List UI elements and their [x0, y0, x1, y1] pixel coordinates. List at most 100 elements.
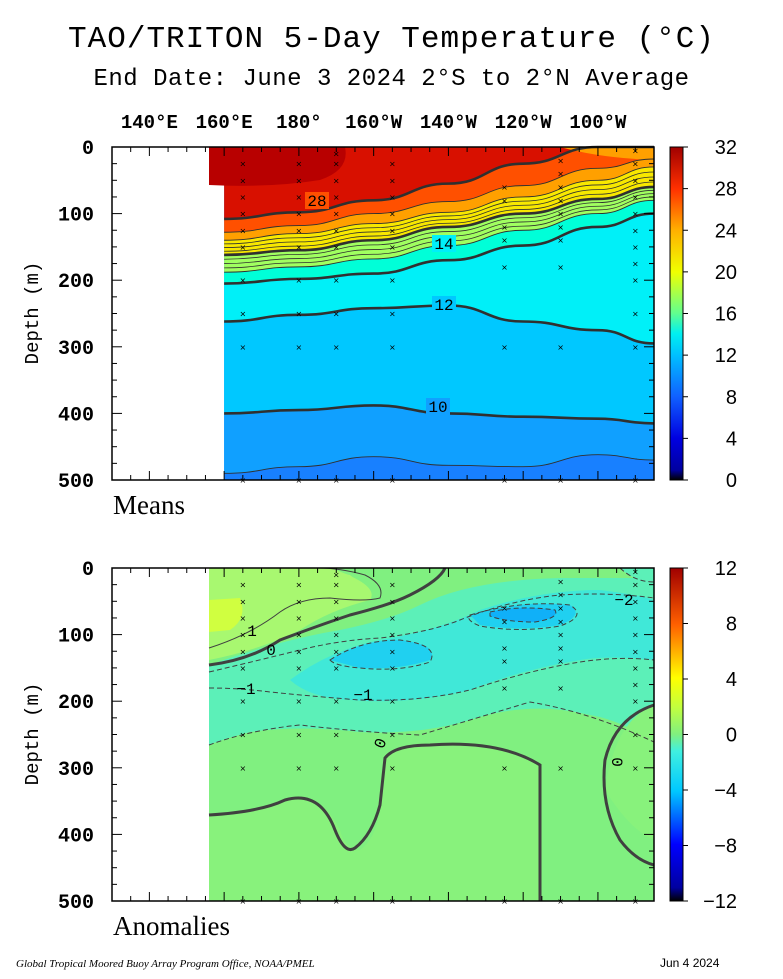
instrument-mark: ×: [501, 657, 508, 666]
colorbar-label: 0: [726, 470, 737, 492]
colorbar-label: 8: [726, 387, 737, 409]
instrument-mark: ×: [632, 160, 639, 169]
anomaly-negative-peak: [490, 607, 556, 622]
colorbar-label: 32: [715, 137, 737, 159]
instrument-mark: ×: [389, 764, 396, 773]
instrument-mark: ×: [239, 276, 246, 285]
instrument-mark: ×: [333, 664, 340, 673]
instrument-mark: ×: [632, 647, 639, 656]
instrument-mark: ×: [501, 223, 508, 232]
instrument-mark: ×: [632, 193, 639, 202]
contour-label: 28: [307, 193, 326, 211]
y-tick-label: 300: [58, 338, 94, 361]
isotherm-line: [224, 171, 655, 245]
y-tick-label: 300: [58, 759, 94, 782]
instrument-mark: ×: [333, 343, 340, 352]
instrument-mark: ×: [501, 196, 508, 205]
temperature-band: [224, 147, 654, 233]
longitude-label: 140°W: [420, 112, 478, 134]
longitude-label: 160°W: [345, 112, 403, 134]
instrument-mark: ×: [296, 731, 303, 740]
instrument-mark: ×: [501, 764, 508, 773]
instrument-mark: ×: [557, 764, 564, 773]
instrument-mark: ×: [239, 764, 246, 773]
instrument-mark: ×: [557, 343, 564, 352]
instrument-mark: ×: [557, 631, 564, 640]
instrument-mark: ×: [632, 260, 639, 269]
instrument-mark: ×: [239, 210, 246, 219]
instrument-mark: ×: [557, 236, 564, 245]
y-tick-label: 100: [58, 205, 94, 228]
contour-label: 14: [434, 236, 453, 254]
chart-title: TAO/TRITON 5-Day Temperature (°C): [68, 22, 715, 57]
instrument-mark: ×: [239, 647, 246, 656]
y-tick-label: 100: [58, 626, 94, 649]
colorbar-label: 8: [726, 614, 737, 636]
anomaly-positive-region: [318, 568, 362, 603]
instrument-mark: ×: [296, 226, 303, 235]
instrument-mark: ×: [389, 581, 396, 590]
instrument-mark: ×: [296, 276, 303, 285]
instrument-mark: ×: [239, 226, 246, 235]
instrument-mark: ×: [296, 176, 303, 185]
colorbar-label: 16: [715, 304, 737, 326]
instrument-mark: ×: [632, 614, 639, 623]
instrument-mark: ×: [501, 644, 508, 653]
contour-label: −1: [353, 687, 372, 705]
instrument-mark: ×: [333, 193, 340, 202]
colorbar-label: 12: [715, 345, 737, 367]
anomaly-heatmap: [209, 568, 654, 901]
means-contours: 28 14 12 10: [224, 145, 655, 474]
instrument-mark: ×: [632, 226, 639, 235]
colorbar-label: 12: [715, 558, 737, 580]
instrument-mark: ×: [239, 581, 246, 590]
instrument-mark: ×: [296, 631, 303, 640]
instrument-mark: ×: [389, 193, 396, 202]
anomaly-deep-region: [605, 705, 654, 840]
instrument-mark: ×: [632, 310, 639, 319]
instrument-mark: ×: [333, 276, 340, 285]
instrument-mark: ×: [296, 160, 303, 169]
contour-label: −1: [236, 681, 255, 699]
instrument-mark: ×: [557, 223, 564, 232]
means-colorbar: [669, 146, 684, 481]
instrument-mark: ×: [239, 243, 246, 252]
instrument-mark: ×: [557, 263, 564, 272]
anomaly-ylabel: Depth (m): [22, 683, 44, 786]
contour-label: 12: [434, 297, 453, 315]
instrument-mark: ×: [333, 764, 340, 773]
instrument-mark: ×: [557, 183, 564, 192]
footer-credit: Global Tropical Moored Buoy Array Progra…: [16, 958, 315, 970]
instrument-mark: ×: [501, 604, 508, 613]
means-x-ticks: [111, 147, 655, 480]
instrument-mark: ×: [239, 631, 246, 640]
anomaly-positive-max: [209, 598, 243, 632]
longitude-label: 100°W: [569, 112, 627, 134]
instrument-mark: ×: [296, 243, 303, 252]
means-colorbar-labels: 32 28 24 20 16 12 8 4 0: [683, 137, 737, 492]
temperature-band: [224, 166, 654, 255]
temperature-band: [224, 305, 654, 424]
instrument-mark: ×: [239, 664, 246, 673]
instrument-mark: ×: [632, 764, 639, 773]
contour-label: 0: [266, 642, 276, 660]
colorbar-label: 4: [726, 669, 737, 691]
instrument-mark: ×: [632, 631, 639, 640]
instrument-mark: ×: [296, 310, 303, 319]
instrument-mark: ×: [333, 647, 340, 656]
contour-label: −2: [614, 592, 633, 610]
instrument-mark: ×: [333, 310, 340, 319]
instrument-mark: ×: [296, 647, 303, 656]
instrument-mark: ×: [296, 664, 303, 673]
isotherm-line: [224, 212, 655, 285]
instrument-mark: ×: [239, 193, 246, 202]
contour-label: 1: [247, 623, 257, 641]
instrument-mark: ×: [389, 210, 396, 219]
y-tick-label: 0: [82, 138, 94, 161]
instrument-mark: ×: [239, 697, 246, 706]
anomaly-colorbar: [669, 567, 684, 902]
means-panel-label: Means: [113, 490, 185, 520]
instrument-mark: ×: [389, 160, 396, 169]
instrument-mark: ×: [333, 226, 340, 235]
